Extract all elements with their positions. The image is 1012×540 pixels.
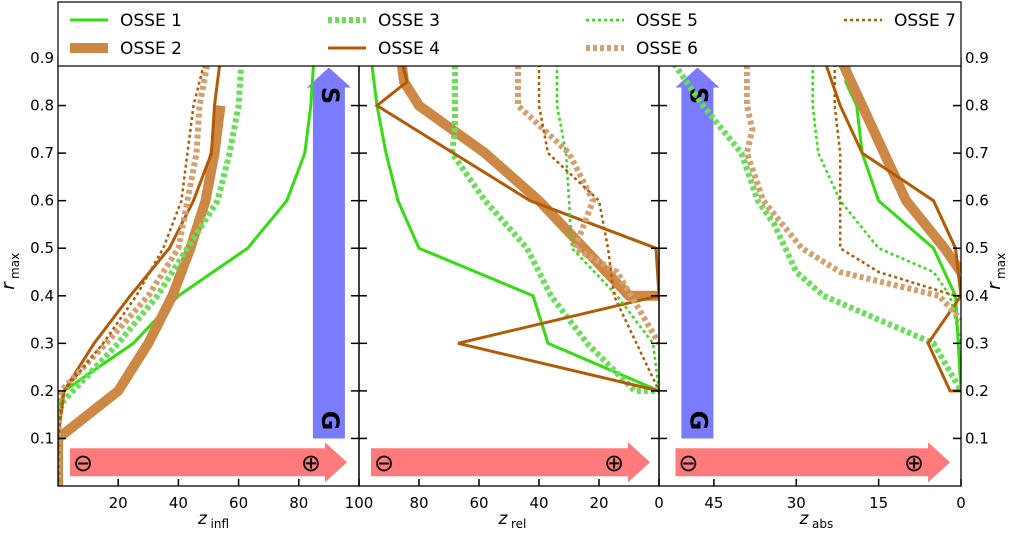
y-axis-label-subscript: max [8, 253, 22, 279]
x-tick-label: 100 [345, 494, 374, 512]
x-tick-label: 80 [289, 494, 308, 512]
red-arrow [70, 442, 347, 483]
legend: OSSE 1 OSSE 2 OSSE 3 OSSE 4 OSSE 5 OSSE 6 OSSE… [57, 1, 962, 67]
y-tick-label-left: 0.3 [30, 334, 54, 352]
legend-item-osse-4: OSSE 4 [328, 39, 440, 59]
x-axis-label: z [197, 509, 208, 529]
plus-symbol: ⊕ [301, 449, 321, 477]
legend-frame [57, 1, 962, 67]
series-line-osse-5 [555, 58, 659, 392]
series-line-osse-2 [396, 58, 659, 301]
x-tick-label: 45 [704, 494, 723, 512]
legend-label: OSSE 2 [120, 39, 182, 59]
x-tick-label: 40 [529, 494, 548, 512]
plus-symbol: ⊕ [604, 449, 624, 477]
plus-symbol: ⊕ [904, 449, 924, 477]
series-line-osse-6 [515, 58, 659, 345]
x-axis-label-subscript: rel [511, 517, 526, 531]
series-line-osse-2 [58, 104, 226, 486]
y-tick-label-right: 0.4 [965, 287, 989, 305]
blue-arrow-bottom-letter: G [316, 411, 344, 431]
legend-item-osse-1: OSSE 1 [70, 11, 182, 31]
x-axis-label-subscript: abs [812, 517, 833, 531]
blue-arrow [306, 67, 351, 439]
series-line-osse-6 [58, 58, 212, 486]
minus-symbol: ⊖ [73, 449, 93, 477]
x-tick-label: 15 [869, 494, 888, 512]
blue-arrow-bottom-letter: G [684, 411, 712, 431]
y-tick-label-left: 0.9 [30, 49, 54, 67]
red-arrow [675, 442, 951, 483]
y-tick-label-left: 0.7 [30, 144, 54, 162]
panel-plot-area: ⊖ ⊕ S G [667, 58, 961, 483]
x-axis-label-subscript: infl [211, 517, 230, 531]
series-line-osse-4 [374, 58, 659, 393]
panel-1: ⊖ ⊕ S G 20 40 60 80 z infl [57, 57, 360, 531]
y-tick-label-right: 0.8 [965, 97, 989, 115]
legend-item-osse-2: OSSE 2 [70, 39, 182, 59]
y-axis-label-right: r max [984, 253, 1008, 290]
series-line-osse-5 [811, 58, 961, 344]
y-tick-label-left: 0.2 [30, 382, 54, 400]
y-axis-label-main: r [984, 281, 1005, 290]
legend-item-osse-7: OSSE 7 [844, 11, 956, 31]
panel-plot-area: ⊖ ⊕ S G [58, 58, 351, 486]
y-axis-label-subscript: max [994, 253, 1008, 279]
x-axis-label: z [498, 509, 509, 529]
y-tick-label-right: 0.7 [965, 144, 989, 162]
series-line-osse-3 [58, 58, 245, 486]
series-line-osse-2 [835, 58, 961, 275]
blue-arrow [675, 67, 720, 439]
series-line-osse-3 [448, 58, 659, 394]
x-tick-label: 40 [169, 494, 188, 512]
legend-label: OSSE 3 [378, 11, 440, 31]
legend-label: OSSE 4 [378, 39, 440, 59]
legend-item-osse-3: OSSE 3 [328, 11, 440, 31]
series-line-osse-7 [58, 58, 207, 486]
y-tick-label-right: 0.5 [965, 239, 989, 257]
y-tick-label-left: 0.8 [30, 97, 54, 115]
series-line-osse-1 [369, 58, 659, 393]
legend-label: OSSE 7 [894, 11, 956, 31]
y-axis-label-left: r max [0, 253, 22, 290]
legend-label: OSSE 5 [636, 11, 698, 31]
x-tick-label: 60 [229, 494, 248, 512]
y-tick-label-left: 0.6 [30, 192, 54, 210]
legend-item-osse-5: OSSE 5 [586, 11, 698, 31]
x-axis-label: z [799, 509, 810, 529]
series-line-osse-4 [822, 58, 961, 393]
legend-label: OSSE 1 [120, 11, 182, 31]
panel-plot-area: ⊖ ⊕ [369, 58, 659, 483]
x-tick-label: 20 [589, 494, 608, 512]
panel-3: ⊖ ⊕ S G 45 30 15 0 z abs [658, 57, 966, 531]
x-tick-label: 20 [109, 494, 128, 512]
panel-2: ⊖ ⊕100 80 60 40 20 0z rel [345, 57, 664, 531]
x-tick-label: 80 [409, 494, 428, 512]
series-line-osse-3 [667, 58, 961, 393]
y-tick-label-left: 0.5 [30, 239, 54, 257]
y-tick-label-left: 0.1 [30, 429, 54, 447]
minus-symbol: ⊖ [374, 449, 394, 477]
x-tick-label: 0 [654, 494, 664, 512]
x-tick-label: 30 [787, 494, 806, 512]
legend-item-osse-6: OSSE 6 [586, 39, 698, 59]
x-tick-label: 0 [956, 494, 966, 512]
y-tick-label-right: 0.6 [965, 192, 989, 210]
y-tick-label-left: 0.4 [30, 287, 54, 305]
y-tick-label-right: 0.2 [965, 382, 989, 400]
x-tick-label: 60 [469, 494, 488, 512]
blue-arrow-top-letter: S [684, 87, 712, 104]
y-axis-label-main: r [0, 281, 19, 290]
y-tick-label-right: 0.1 [965, 429, 989, 447]
y-tick-label-right: 0.9 [965, 49, 989, 67]
blue-arrow-top-letter: S [316, 87, 344, 104]
red-arrow [371, 442, 650, 483]
y-tick-label-right: 0.3 [965, 334, 989, 352]
legend-label: OSSE 6 [636, 39, 698, 59]
minus-symbol: ⊖ [678, 449, 698, 477]
